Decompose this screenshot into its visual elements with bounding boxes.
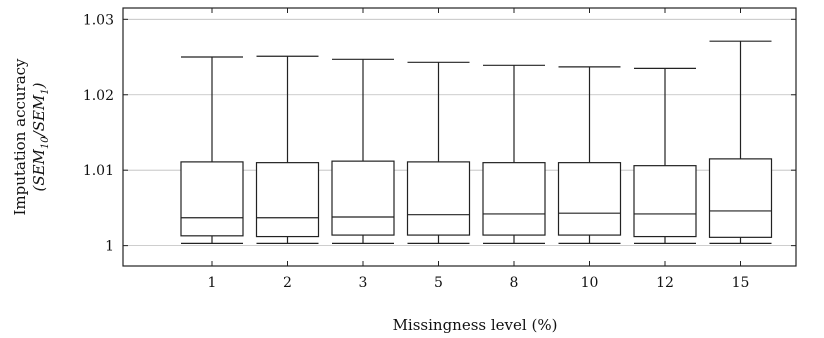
x-tick-label: 5	[434, 275, 443, 291]
box-plot-8	[482, 64, 546, 244]
x-tick-label: 12	[656, 275, 674, 291]
y-axis-ticks: 1 1.01 1.02 1.03	[83, 12, 796, 255]
box-plot-5	[406, 61, 471, 244]
y-tick-label: 1.01	[83, 163, 114, 179]
iqr-box	[331, 160, 395, 236]
ylabel-base-num: SEM	[30, 148, 48, 185]
ylabel-base-den: SEM	[30, 94, 48, 131]
ylabel-sub-num: 10	[40, 136, 51, 149]
plot-frame	[122, 7, 797, 267]
iqr-box	[406, 161, 471, 236]
iqr-box	[255, 162, 320, 238]
x-axis-ticks: 1 2 3 5 8 10 12 15	[208, 8, 750, 291]
box-plot-10	[557, 66, 622, 244]
x-tick-label: 15	[732, 275, 750, 291]
box-plot-12	[633, 67, 697, 244]
x-axis-label: Missingness level (%)	[393, 316, 558, 334]
iqr-box	[180, 161, 244, 237]
y-tick-label: 1	[105, 239, 114, 255]
y-axis-label: Imputation accuracy (SEM10/SEM1)	[11, 58, 51, 216]
iqr-box	[708, 158, 773, 238]
y-tick-label: 1.03	[83, 12, 114, 28]
x-tick-label: 3	[359, 275, 368, 291]
y-axis-label-line-2: (SEM10/SEM1)	[30, 82, 51, 191]
box-plot-3	[331, 58, 395, 244]
box-plot-1	[180, 56, 244, 244]
x-tick-label: 2	[283, 275, 292, 291]
box-series	[180, 40, 773, 244]
x-tick-label: 1	[208, 275, 217, 291]
ylabel-sub-den: 1	[40, 88, 51, 94]
box-plot-15	[708, 40, 773, 244]
x-tick-label: 10	[581, 275, 599, 291]
iqr-box	[557, 162, 622, 236]
iqr-box	[482, 162, 546, 236]
box-plot-2	[255, 55, 320, 244]
y-axis-label-line-1: Imputation accuracy	[11, 58, 29, 216]
y-tick-label: 1.02	[83, 88, 114, 104]
x-tick-label: 8	[510, 275, 519, 291]
iqr-box	[633, 165, 697, 238]
